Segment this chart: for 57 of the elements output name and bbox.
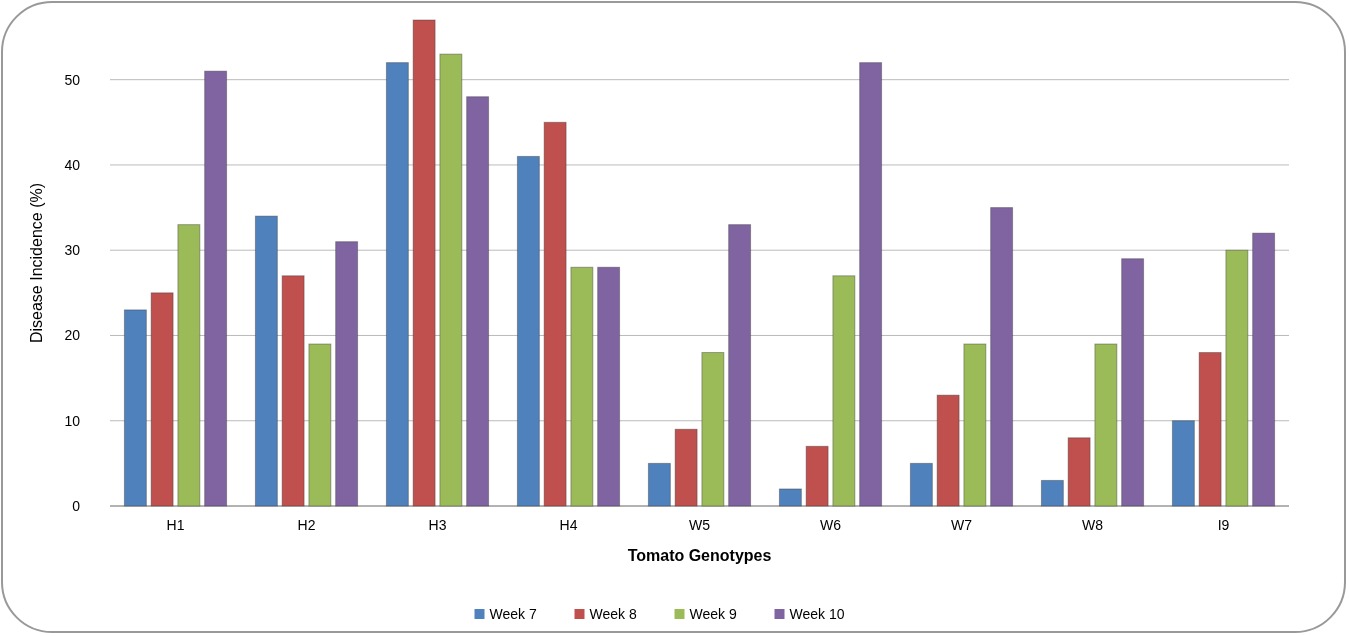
bar [466, 96, 490, 507]
bar [701, 352, 725, 507]
bar [832, 275, 856, 507]
y-tick-label: 40 [64, 156, 81, 173]
bar [254, 215, 278, 507]
bar [936, 394, 960, 507]
y-tick-label: 0 [72, 497, 81, 514]
x-tick-label: I9 [1217, 517, 1230, 533]
bar [1171, 420, 1195, 507]
x-tick-label: W8 [1082, 517, 1104, 533]
y-axis-title: Disease Incidence (%) [28, 182, 45, 344]
bar [308, 343, 332, 507]
bar [1094, 343, 1118, 507]
bar [204, 70, 228, 507]
bar [728, 224, 752, 507]
legend-label: Week 7 [489, 605, 537, 622]
bar [516, 155, 540, 507]
legend-label: Week 9 [689, 605, 737, 622]
x-tick-label: H1 [166, 517, 185, 533]
bar [1067, 437, 1091, 507]
bar [597, 266, 621, 507]
bar [1198, 352, 1222, 507]
x-tick-label: H3 [428, 517, 447, 533]
bar [909, 462, 933, 507]
bar [805, 445, 829, 507]
bar [177, 224, 201, 507]
bar [1225, 249, 1249, 507]
bar [570, 266, 594, 507]
x-tick-label: W7 [951, 517, 973, 533]
bar [963, 343, 987, 507]
bar [150, 292, 174, 507]
bar [123, 309, 147, 507]
bar [990, 207, 1014, 507]
bar [281, 275, 305, 507]
y-tick-label: 20 [64, 327, 81, 344]
x-tick-label: W5 [689, 517, 711, 533]
legend-label: Week 8 [589, 605, 637, 622]
legend-label: Week 10 [789, 605, 845, 622]
bar [385, 62, 409, 507]
bar [412, 19, 436, 507]
bar [647, 462, 671, 507]
y-tick-label: 50 [64, 71, 81, 88]
bar [674, 428, 698, 507]
x-tick-label: W6 [820, 517, 842, 533]
bar [1040, 479, 1064, 507]
bar [439, 53, 463, 507]
bar [543, 121, 567, 507]
x-axis-title: Tomato Genotypes [627, 547, 772, 564]
y-tick-label: 10 [64, 412, 81, 429]
bar [778, 488, 802, 507]
bar [335, 241, 359, 507]
y-tick-label: 30 [64, 242, 81, 259]
x-tick-label: H4 [559, 517, 578, 533]
bar [1252, 232, 1276, 507]
x-tick-label: H2 [297, 517, 316, 533]
bar [859, 62, 883, 507]
bar [1121, 258, 1145, 507]
